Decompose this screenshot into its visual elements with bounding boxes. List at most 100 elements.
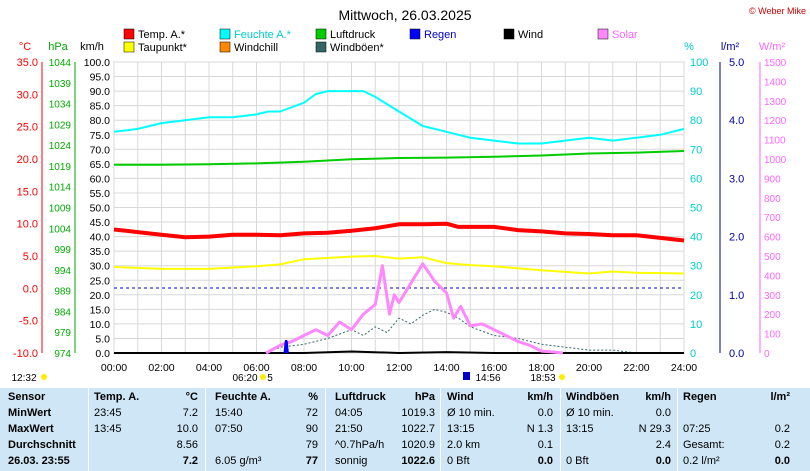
table-cell: 0.0 (655, 407, 671, 419)
celsius-axis-title: °C (19, 41, 31, 53)
x-tick: 08:00 (291, 362, 317, 374)
table-cell: 0.0 (537, 455, 553, 467)
legend-label: Feuchte A.* (234, 29, 292, 41)
table-cell: 8.56 (176, 439, 198, 451)
table-cell: 79 (305, 439, 318, 451)
hpa-tick: 979 (54, 328, 71, 339)
table-cell: MinWert (8, 407, 52, 419)
sunrise-digit: 5 (267, 373, 273, 384)
percent-tick: 100 (690, 57, 708, 69)
x-tick: 14:00 (433, 362, 459, 374)
kmh-tick: 10.0 (90, 319, 111, 331)
kmh-tick: 80.0 (90, 115, 111, 127)
percent-tick: 30 (690, 261, 702, 273)
table-cell: 23:45 (94, 407, 122, 419)
table-cell: 13:15 (447, 423, 475, 435)
table-cell: 07:25 (683, 423, 711, 435)
hpa-tick: 984 (54, 307, 71, 318)
table-cell: Luftdruck (335, 391, 386, 403)
x-tick: 00:00 (101, 362, 127, 374)
x-tick: 20:00 (576, 362, 602, 374)
table-cell: 72 (305, 407, 318, 419)
solar-tick: 1100 (764, 136, 786, 147)
solar-tick: 0 (764, 349, 770, 360)
table-cell: 0 Bft (447, 455, 470, 467)
x-tick: 12:00 (386, 362, 412, 374)
table-header-row: Sensor Temp. A. °C Feuchte A.% Luftdruck hPa W… (0, 390, 810, 406)
sunrise-label: 06:20 (232, 373, 257, 384)
legend-swatch (123, 28, 135, 40)
solar-tick: 800 (764, 194, 781, 205)
legend-label: Windchill (234, 42, 278, 54)
table-cell: 1019.3 (401, 407, 435, 419)
hpa-tick: 1044 (49, 58, 72, 69)
table-cell: 7.2 (182, 407, 198, 419)
table-cell: 0.0 (655, 455, 671, 467)
kmh-tick: 45.0 (90, 217, 111, 229)
kmh-tick: 65.0 (90, 159, 111, 171)
celsius-tick: 30.0 (17, 89, 38, 101)
solar-tick: 1500 (764, 58, 787, 69)
hpa-tick: 1019 (49, 162, 72, 173)
percent-tick: 60 (690, 173, 702, 185)
hpa-tick: 1029 (49, 120, 72, 131)
table-cell: Windböen (566, 391, 620, 403)
kmh-tick: 20.0 (90, 290, 111, 302)
percent-tick: 80 (690, 115, 702, 127)
table-cell: km/h (645, 391, 671, 403)
series-line-wind (114, 350, 684, 354)
celsius-tick: 25.0 (17, 122, 38, 134)
table-cell: 1022.6 (401, 455, 435, 467)
x-tick: 04:00 (196, 362, 222, 374)
legend-swatch (315, 41, 327, 53)
table-cell: 0.2 (774, 439, 790, 451)
legend: Temp. A.* Feuchte A.* Luftdruck Regen Wind So… (123, 28, 638, 54)
kmh-tick: 15.0 (90, 304, 111, 316)
table-cell: 1020.9 (401, 439, 435, 451)
rain-tick: 2.0 (729, 232, 744, 244)
table-cell: 26.03. 23:55 (8, 455, 70, 467)
solar-tick: 900 (764, 174, 781, 185)
hpa-tick: 999 (54, 245, 71, 256)
solar-tick: 400 (764, 271, 781, 282)
series-line-feuchte-a (113, 90, 685, 145)
table-cell: l/m² (770, 391, 790, 403)
legend-swatch (409, 28, 421, 40)
sunset-label: 18:53 (530, 373, 555, 384)
table-cell: 21:50 (335, 423, 363, 435)
hpa-tick: 974 (54, 349, 71, 360)
stats-table: Sensor Temp. A. °C Feuchte A.% Luftdruck hPa W… (0, 388, 810, 471)
solar-tick: 600 (764, 233, 781, 244)
series-line-regen (283, 339, 289, 354)
chart-title: Mittwoch, 26.03.2025 (338, 7, 471, 23)
series-line-solar (265, 262, 564, 355)
table-cell: 7.2 (182, 455, 198, 467)
series-line-luftdruck (114, 150, 685, 166)
kmh-tick: 95.0 (90, 72, 111, 84)
x-tick: 22:00 (623, 362, 649, 374)
table-cell: 10.0 (176, 423, 198, 435)
table-cell: 0 Bft (566, 455, 589, 467)
table-cell: 04:05 (335, 407, 363, 419)
table-cell: 0.2 l/m² (683, 455, 720, 467)
table-separator (88, 388, 89, 471)
rain-tick: 5.0 (729, 57, 744, 69)
table-cell: N 1.3 (526, 423, 553, 435)
solar-tick: 1400 (764, 77, 787, 88)
solar-tick: 100 (764, 330, 781, 341)
hpa-tick: 994 (54, 266, 71, 277)
table-row: MinWert 23:45 7.2 15:40 72 04:05 1019.3 Ø 10 mi… (0, 406, 810, 422)
celsius-tick: 35.0 (17, 57, 38, 69)
kmh-tick: 85.0 (90, 101, 111, 113)
kmh-tick: 50.0 (90, 203, 111, 215)
legend-swatch (219, 41, 231, 53)
percent-tick: 70 (690, 144, 702, 156)
table-cell: Ø 10 min. (566, 407, 614, 419)
low-time-label: 12:32 (11, 373, 36, 384)
table-cell: 6.05 g/m³ (215, 455, 262, 467)
sun-icon (260, 374, 266, 380)
table-cell: 15:40 (215, 407, 243, 419)
legend-label: Wind (518, 29, 543, 41)
celsius-tick: 10.0 (17, 219, 38, 231)
sun-icon (559, 374, 565, 380)
